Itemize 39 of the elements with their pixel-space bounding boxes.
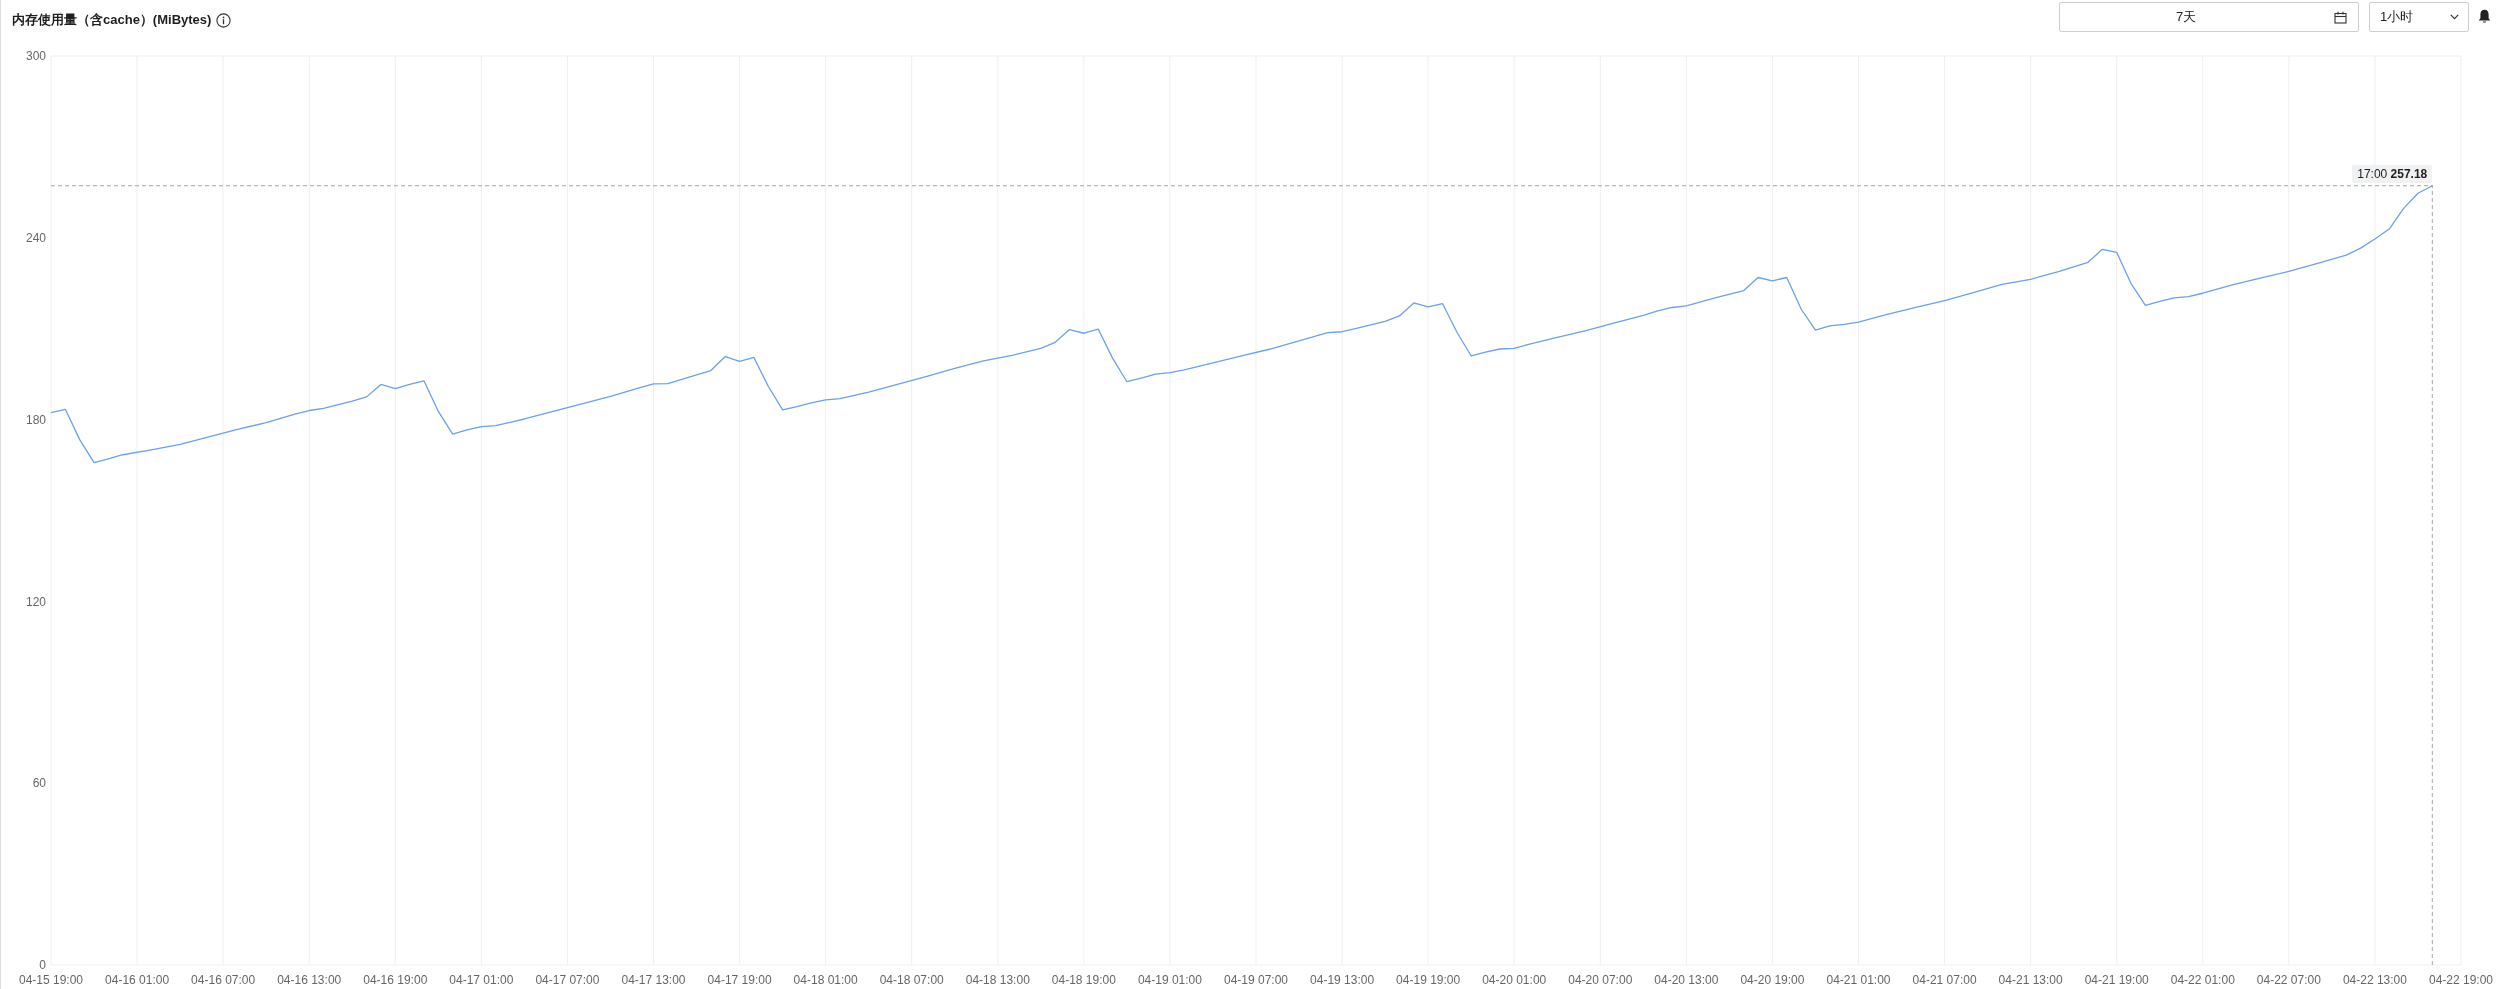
chart-title: 内存使用量（含cache）(MiBytes)	[12, 11, 212, 29]
x-tick-label: 04-20 19:00	[1740, 972, 1805, 987]
x-tick-label: 04-17 07:00	[535, 972, 600, 987]
y-tick-label: 240	[25, 231, 47, 246]
x-tick-label: 04-18 01:00	[793, 972, 858, 987]
x-tick-label: 04-19 19:00	[1396, 972, 1461, 987]
annotation: 17:00 257.18	[2357, 166, 2428, 181]
x-tick-label: 04-18 07:00	[879, 972, 945, 987]
x-tick-label: 04-17 19:00	[707, 972, 772, 987]
y-tick-label: 180	[25, 412, 47, 427]
y-tick-label: 120	[25, 594, 47, 609]
x-tick-label: 04-19 01:00	[1137, 972, 1203, 987]
x-tick-label: 04-16 01:00	[105, 972, 170, 987]
y-tick-label: 60	[32, 776, 47, 791]
x-tick-label: 04-17 13:00	[621, 972, 686, 987]
x-tick-label: 04-20 07:00	[1568, 972, 1633, 987]
x-tick-label: 04-21 01:00	[1826, 972, 1891, 987]
x-tick-label: 04-16 19:00	[363, 972, 428, 987]
y-tick-label: 0	[39, 958, 47, 973]
date-range-field: 7天	[2059, 2, 2359, 32]
x-tick-label: 04-20 13:00	[1654, 972, 1719, 987]
x-tick-label: 04-21 13:00	[1998, 972, 2063, 987]
x-tick-label: 04-22 19:00	[2428, 972, 2494, 987]
x-tick-label: 04-16 07:00	[191, 972, 256, 987]
x-tick-label: 04-18 19:00	[1051, 972, 1117, 987]
x-tick-label: 04-21 07:00	[1912, 972, 1977, 987]
interval-dropdown: 1小时	[2369, 2, 2469, 32]
x-tick-label: 04-16 13:00	[277, 972, 342, 987]
x-tick-label: 04-22 13:00	[2342, 972, 2408, 987]
x-tick-label: 04-19 13:00	[1310, 972, 1375, 987]
y-tick-label: 300	[25, 49, 47, 64]
x-tick-label: 04-15 19:00	[18, 972, 84, 987]
x-tick-label: 04-21 19:00	[2084, 972, 2150, 987]
x-tick-label: 04-17 01:00	[449, 972, 514, 987]
x-tick-label: 04-20 01:00	[1482, 972, 1547, 987]
x-tick-label: 04-19 07:00	[1223, 972, 1289, 987]
x-tick-label: 04-22 07:00	[2256, 972, 2322, 987]
x-tick-label: 04-22 01:00	[2170, 972, 2236, 987]
x-tick-label: 04-18 13:00	[965, 972, 1031, 987]
